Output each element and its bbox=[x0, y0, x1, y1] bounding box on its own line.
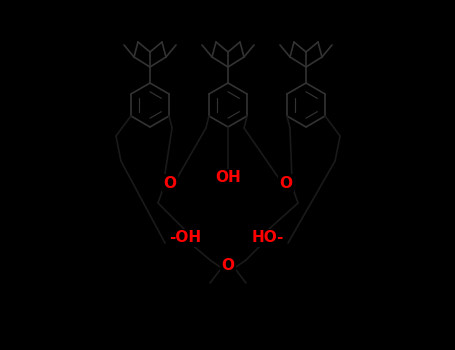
Text: -OH: -OH bbox=[169, 231, 201, 245]
Text: O: O bbox=[163, 175, 177, 190]
Text: OH: OH bbox=[215, 170, 241, 186]
Text: O: O bbox=[279, 175, 293, 190]
Text: O: O bbox=[222, 258, 234, 273]
Text: HO-: HO- bbox=[252, 231, 284, 245]
